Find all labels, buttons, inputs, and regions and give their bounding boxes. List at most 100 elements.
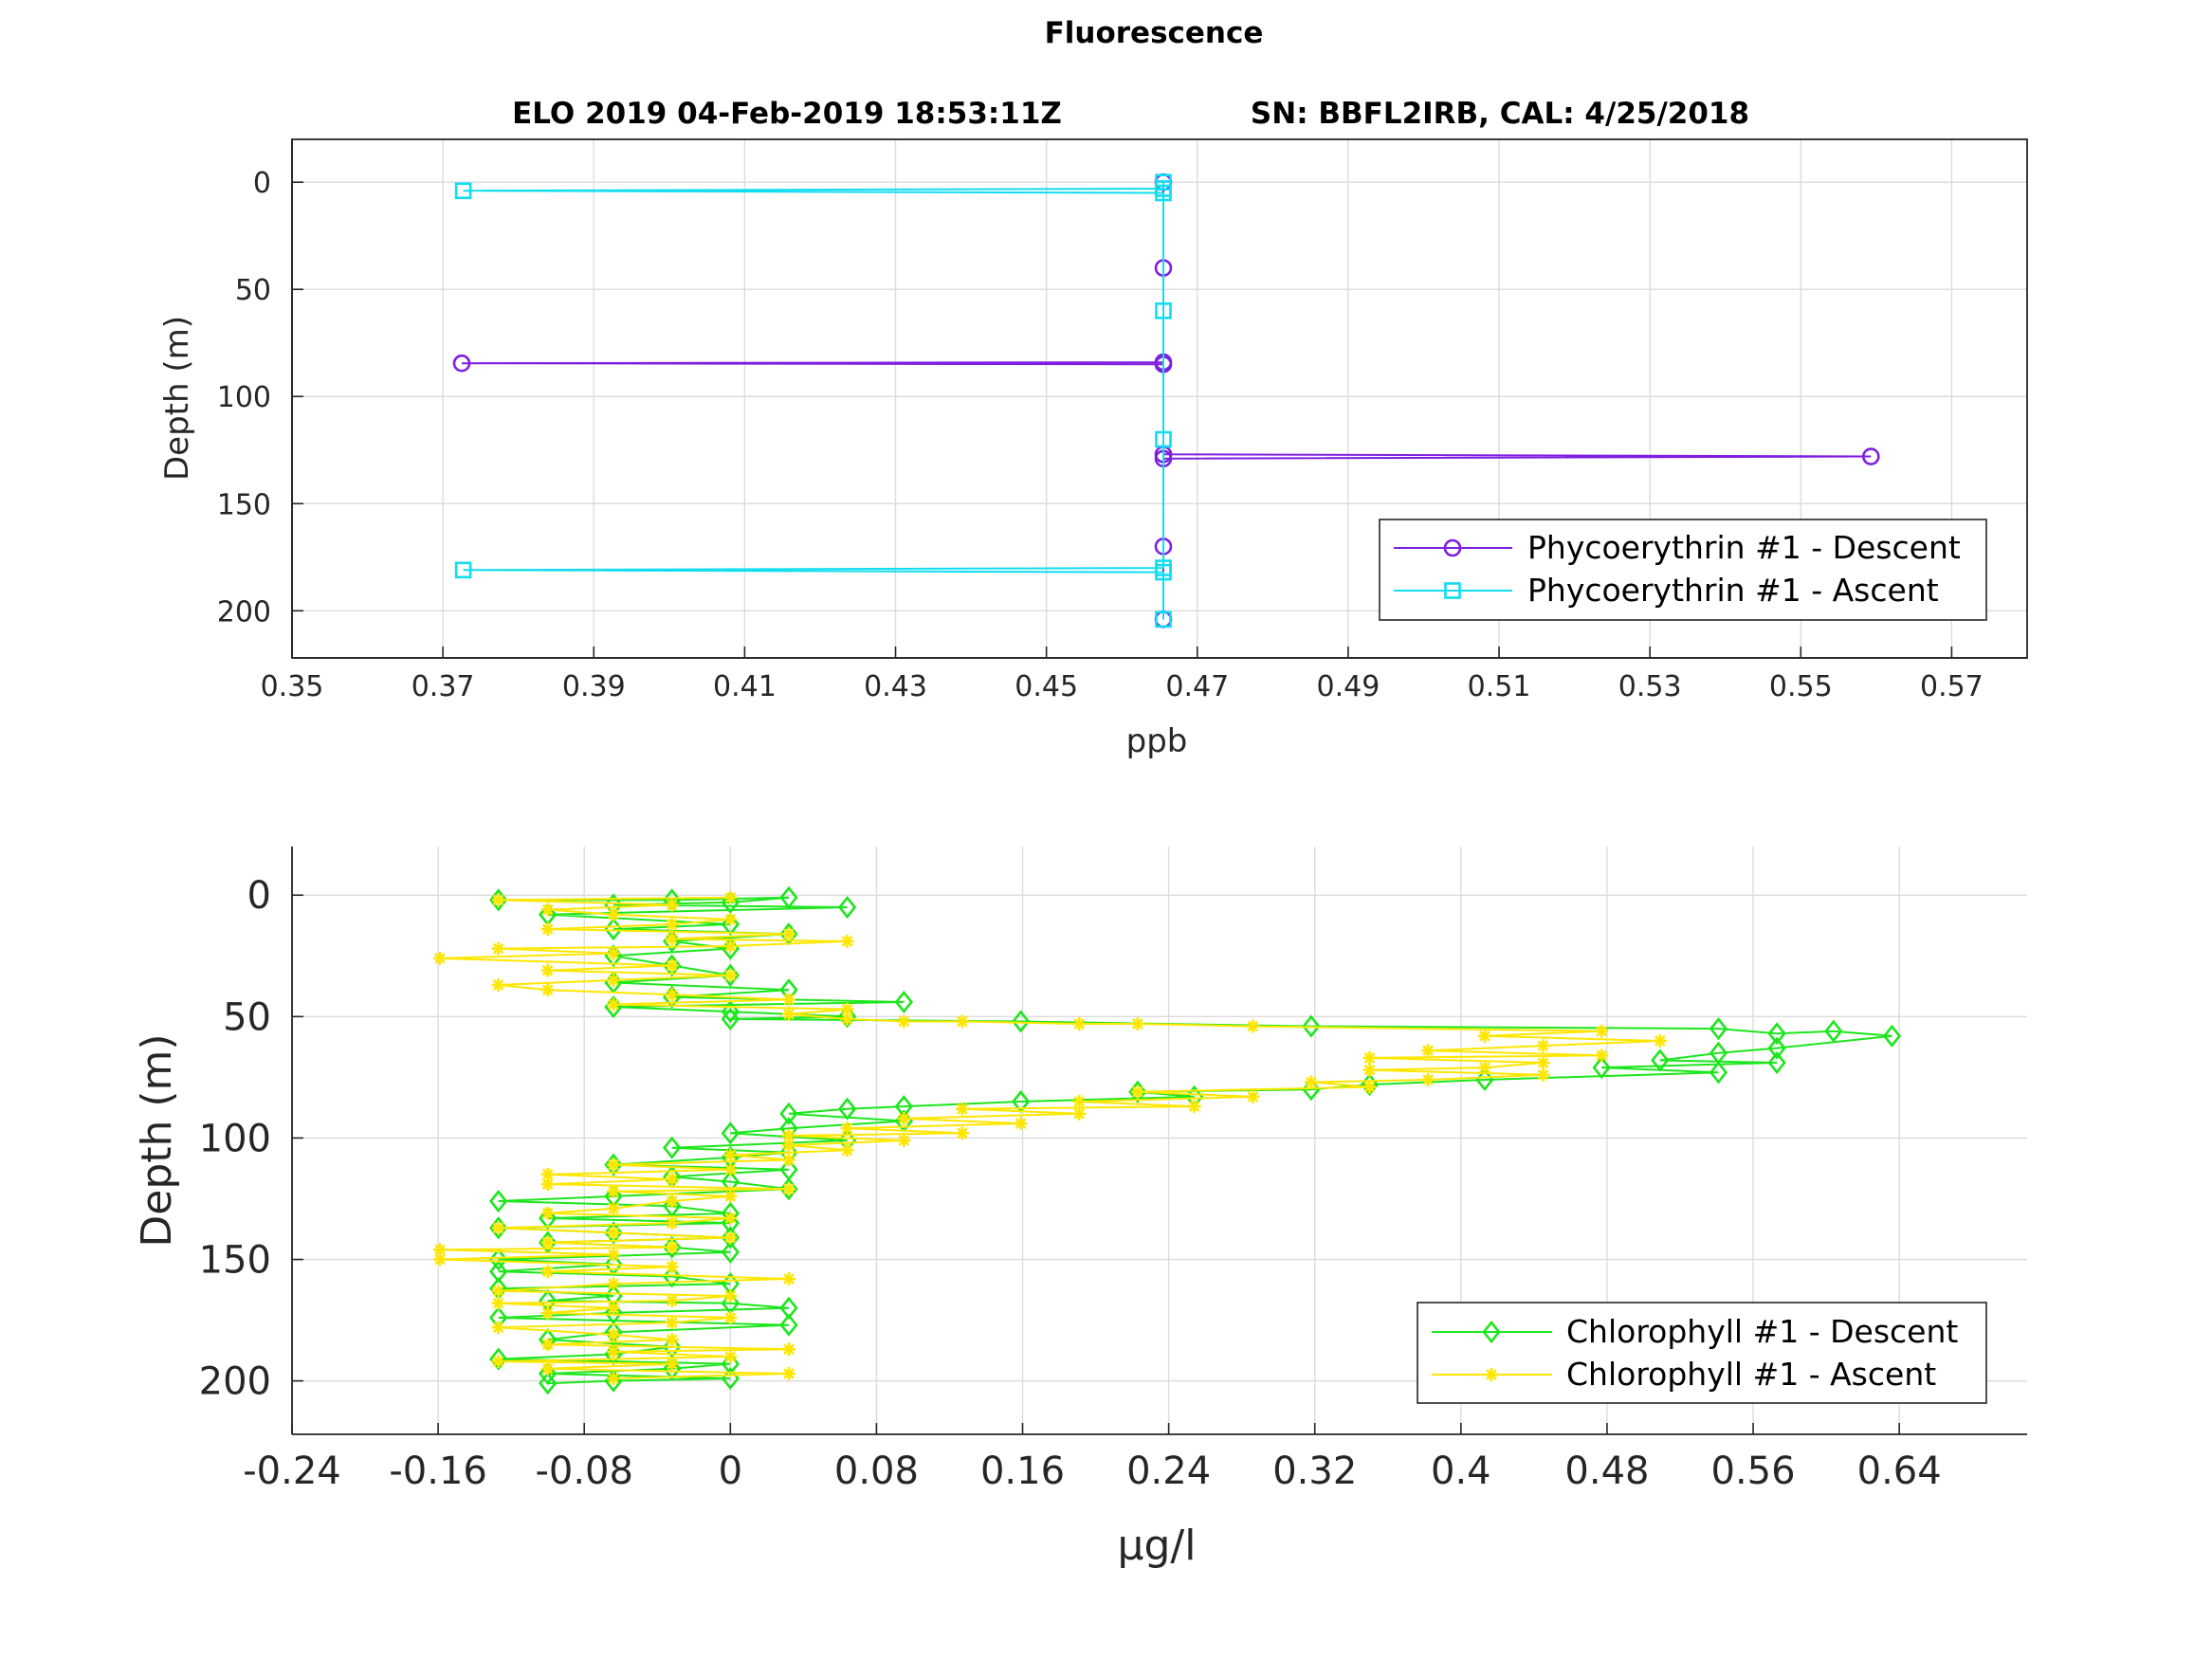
data-point-asterisk <box>1421 1044 1435 1058</box>
data-point-asterisk <box>607 1344 621 1358</box>
data-point-asterisk <box>665 1294 679 1308</box>
data-point-diamond <box>604 1153 623 1176</box>
data-point-diamond <box>779 1177 798 1201</box>
x-tick-label: 0.32 <box>1272 1449 1357 1493</box>
x-tick-label: 0.24 <box>1126 1449 1211 1493</box>
x-tick-label: 0.64 <box>1857 1449 1942 1493</box>
x-tick-label: 0.37 <box>411 670 475 703</box>
data-point-asterisk <box>1477 1061 1491 1075</box>
data-point-square <box>454 561 472 579</box>
legend-box <box>1417 1302 1987 1404</box>
tick-labels: 0.35 0.37 0.39 0.41 0.43 0.45 0.47 0.49 0.51 0.53… <box>217 167 1983 703</box>
data-point-circle <box>1862 447 1880 465</box>
x-tick-label: 0.55 <box>1769 670 1833 703</box>
data-point-diamond <box>721 963 740 987</box>
data-point-asterisk <box>433 951 448 965</box>
data-point-diamond <box>721 1240 740 1264</box>
legend: Phycoerythrin #1 - Descent Phycoerythrin… <box>1379 519 1987 621</box>
x-tick-label: 0.51 <box>1468 670 1531 703</box>
data-point-asterisk <box>1130 1085 1144 1099</box>
data-point-diamond <box>663 1235 682 1259</box>
data-point-asterisk <box>1072 1017 1087 1031</box>
data-point-asterisk <box>1362 1080 1377 1094</box>
x-tick-label: 0.49 <box>1317 670 1380 703</box>
x-tick-label: 0.35 <box>261 670 324 703</box>
data-point-asterisk <box>1187 1100 1201 1114</box>
data-point-asterisk <box>723 1311 738 1325</box>
series-square <box>454 173 1172 629</box>
data-point-asterisk <box>491 1355 505 1369</box>
data-point-asterisk <box>1014 1117 1028 1131</box>
data-point-asterisk <box>1536 1067 1550 1082</box>
data-point-diamond <box>1302 1014 1321 1038</box>
data-point-asterisk <box>607 997 621 1012</box>
data-point-asterisk <box>607 946 621 960</box>
data-point-asterisk <box>1130 1017 1144 1031</box>
data-point-asterisk <box>781 1153 795 1167</box>
data-point-asterisk <box>665 988 679 1002</box>
data-point-asterisk <box>607 1201 621 1215</box>
x-tick-label: 0.43 <box>864 670 927 703</box>
data-point-diamond <box>1767 1050 1786 1075</box>
data-point-asterisk <box>607 1184 621 1198</box>
data-point-diamond <box>1709 1017 1728 1041</box>
x-tick-label: -0.08 <box>535 1449 633 1493</box>
series-line <box>463 182 1164 620</box>
data-point-diamond <box>779 885 798 909</box>
x-tick-label: 0.41 <box>713 670 777 703</box>
data-point-asterisk <box>723 1350 738 1364</box>
data-point-asterisk <box>1536 1056 1550 1070</box>
legend-label-descent: Chlorophyll #1 - Descent <box>1566 1313 1958 1350</box>
data-point-asterisk <box>491 1321 505 1335</box>
data-point-diamond <box>1709 1061 1728 1085</box>
data-point-diamond <box>1592 1056 1611 1080</box>
data-point-asterisk <box>781 1272 795 1286</box>
x-tick-label: 0.48 <box>1564 1449 1649 1493</box>
y-tick-label: 200 <box>217 595 271 629</box>
data-point-diamond <box>539 1361 558 1386</box>
data-point-asterisk <box>723 1231 738 1245</box>
figure-subtitle-right: SN: BBFL2IRB, CAL: 4/25/2018 <box>1251 97 1749 131</box>
data-point-square <box>1155 302 1172 319</box>
data-point-asterisk <box>897 1111 911 1125</box>
legend-marker-asterisk <box>1485 1368 1498 1381</box>
x-tick-label: 0.39 <box>562 670 626 703</box>
data-point-asterisk <box>723 939 738 954</box>
data-point-diamond <box>721 1121 740 1145</box>
x-tick-label: 0 <box>719 1449 742 1493</box>
data-point-diamond <box>663 1265 682 1288</box>
x-axis-label: µg/l <box>1118 1522 1197 1570</box>
y-axis-label: Depth (m) <box>133 1033 181 1247</box>
y-tick-label: 50 <box>235 274 271 307</box>
data-point-asterisk <box>491 978 505 993</box>
figure-title: Fluorescence <box>1045 16 1264 50</box>
x-tick-label: -0.16 <box>389 1449 487 1493</box>
data-point-square <box>1155 559 1172 576</box>
data-point-asterisk <box>1072 1095 1087 1109</box>
legend-marker-square-icon <box>1444 582 1461 599</box>
x-tick-label: 0.16 <box>980 1449 1065 1493</box>
y-tick-label: 100 <box>199 1117 271 1160</box>
x-tick-label: 0.53 <box>1618 670 1682 703</box>
data-point-asterisk <box>1362 1063 1377 1077</box>
tick-labels: -0.24 -0.16 -0.08 0 0.08 0.16 0.24 0.32 0.4 0.48 0… <box>199 874 1942 1493</box>
data-point-asterisk <box>781 927 795 941</box>
data-point-asterisk <box>665 932 679 946</box>
data-point-asterisk <box>723 890 738 904</box>
data-point-asterisk <box>540 1235 555 1249</box>
data-point-diamond <box>1128 1080 1147 1103</box>
data-point-asterisk <box>1072 1106 1087 1121</box>
legend-marker-asterisk-icon <box>1485 1368 1498 1381</box>
data-point-asterisk <box>1362 1050 1377 1065</box>
figure-subtitle-left: ELO 2019 04-Feb-2019 18:53:11Z <box>512 97 1062 131</box>
data-point-asterisk <box>1246 1089 1260 1103</box>
data-point-asterisk <box>665 1240 679 1254</box>
data-point-asterisk <box>433 1243 448 1257</box>
data-point-asterisk <box>1246 1019 1260 1033</box>
data-series <box>433 885 1902 1395</box>
data-point-asterisk <box>607 973 621 987</box>
x-tick-label: 0.4 <box>1431 1449 1491 1493</box>
legend-label-descent: Phycoerythrin #1 - Descent <box>1527 529 1961 566</box>
series-diamond <box>489 885 1902 1395</box>
data-point-asterisk <box>607 1226 621 1240</box>
